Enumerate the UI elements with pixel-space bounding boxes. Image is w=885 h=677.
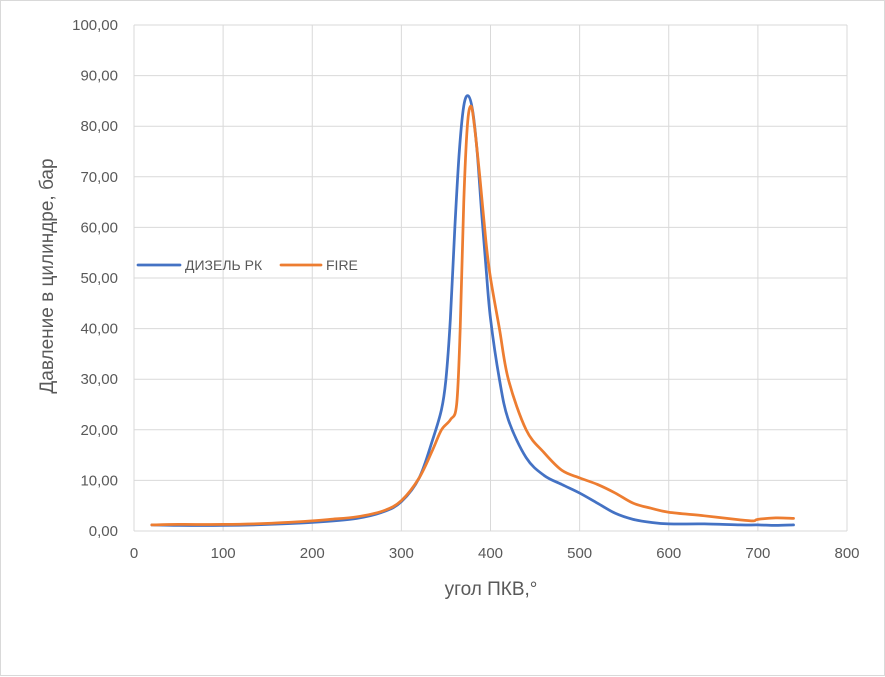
legend-label-1: ДИЗЕЛЬ РК <box>185 257 263 273</box>
x-tick-label: 100 <box>211 545 236 562</box>
x-tick-label: 500 <box>567 545 592 562</box>
y-tick-label: 60,00 <box>80 219 118 236</box>
y-tick-label: 50,00 <box>80 270 118 287</box>
x-tick-label: 0 <box>130 545 138 562</box>
x-tick-label: 300 <box>389 545 414 562</box>
y-tick-label: 30,00 <box>80 371 118 388</box>
y-tick-label: 90,00 <box>80 68 118 85</box>
x-axis-title: угол ПКВ,° <box>445 579 538 600</box>
y-tick-label: 20,00 <box>80 422 118 439</box>
x-tick-label: 600 <box>656 545 681 562</box>
series-line-2 <box>150 104 795 527</box>
legend-label-2: FIRE <box>326 257 358 273</box>
x-tick-label: 400 <box>478 545 503 562</box>
y-tick-label: 80,00 <box>80 118 118 135</box>
x-tick-label: 800 <box>834 545 859 562</box>
y-tick-label: 10,00 <box>80 472 118 489</box>
x-tick-label: 200 <box>300 545 325 562</box>
y-tick-label: 0,00 <box>89 523 118 540</box>
x-tick-labels: 0 100 200 300 400 500 600 700 800 <box>130 545 860 562</box>
y-axis-title: Давление в цилиндре, бар <box>37 158 58 393</box>
y-tick-labels: 0,00 10,00 20,00 30,00 40,00 50,00 60,00 70,00 8… <box>72 17 118 540</box>
x-tick-label: 700 <box>745 545 770 562</box>
series-lines <box>150 94 795 527</box>
legend: ДИЗЕЛЬ РК FIRE <box>136 257 358 273</box>
series-line-1 <box>150 94 795 527</box>
y-tick-label: 70,00 <box>80 169 118 186</box>
y-tick-label: 100,00 <box>72 17 118 34</box>
y-tick-label: 40,00 <box>80 321 118 338</box>
